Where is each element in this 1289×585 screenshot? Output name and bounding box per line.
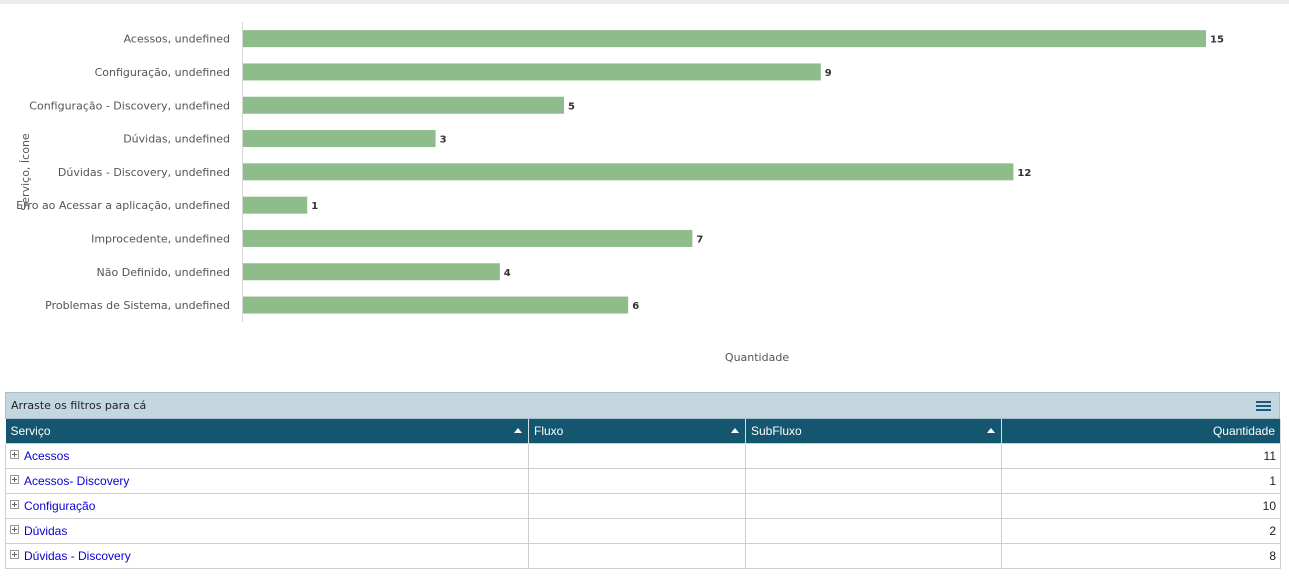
bar[interactable] — [243, 30, 1206, 48]
column-header-servico[interactable]: Serviço — [5, 419, 529, 444]
category-label: Erro ao Acessar a aplicação, undefined — [16, 199, 230, 212]
data-label: 1 — [311, 201, 318, 212]
servico-link[interactable]: Configuração — [24, 499, 96, 513]
fluxo-cell — [528, 543, 746, 569]
table-row: Dúvidas 2 — [5, 518, 1281, 544]
servico-cell: Dúvidas — [5, 518, 529, 544]
column-header-subfluxo-label: SubFluxo — [751, 424, 802, 438]
category-label: Configuração, undefined — [95, 66, 230, 79]
filter-drop-zone[interactable]: Arraste os filtros para cá — [5, 392, 1280, 419]
column-header-fluxo[interactable]: Fluxo — [528, 419, 746, 444]
data-label: 3 — [440, 135, 447, 146]
pivot-table: Serviço Fluxo SubFluxo Quantidade Acesso… — [5, 419, 1281, 569]
quantidade-cell: 8 — [1001, 543, 1281, 569]
servico-link[interactable]: Acessos- Discovery — [24, 474, 130, 488]
column-header-servico-label: Serviço — [10, 424, 51, 438]
bar[interactable] — [243, 229, 693, 247]
servico-cell: Dúvidas - Discovery — [5, 543, 529, 569]
column-header-subfluxo[interactable]: SubFluxo — [745, 419, 1002, 444]
sort-up-icon[interactable] — [514, 428, 522, 433]
category-label: Dúvidas, undefined — [123, 133, 230, 146]
table-row: Acessos- Discovery 1 — [5, 468, 1281, 494]
menu-icon[interactable] — [1256, 400, 1271, 411]
filter-drop-label: Arraste os filtros para cá — [11, 399, 147, 412]
bar[interactable] — [243, 130, 436, 148]
quantidade-cell: 10 — [1001, 493, 1281, 519]
bar[interactable] — [243, 196, 308, 214]
subfluxo-cell — [745, 468, 1002, 494]
bar[interactable] — [243, 63, 821, 81]
category-label: Configuração - Discovery, undefined — [29, 99, 230, 112]
fluxo-cell — [528, 493, 746, 519]
servico-link[interactable]: Dúvidas - Discovery — [24, 549, 131, 563]
table-row: Dúvidas - Discovery 8 — [5, 543, 1281, 569]
header-row: Serviço Fluxo SubFluxo Quantidade — [5, 419, 1281, 444]
servico-cell: Acessos — [5, 443, 529, 469]
servico-cell: Acessos- Discovery — [5, 468, 529, 494]
table-row: Acessos 11 — [5, 443, 1281, 469]
category-label: Não Definido, undefined — [97, 266, 230, 279]
subfluxo-cell — [745, 443, 1002, 469]
data-label: 12 — [1017, 168, 1031, 179]
pivot-grid: Arraste os filtros para cá Serviço Fluxo… — [5, 392, 1281, 569]
table-row: Configuração 10 — [5, 493, 1281, 519]
category-label: Acessos, undefined — [124, 33, 230, 46]
bar[interactable] — [243, 296, 629, 314]
data-label: 6 — [632, 301, 639, 312]
bar[interactable] — [243, 96, 564, 114]
expand-icon[interactable] — [10, 475, 19, 485]
servico-cell: Configuração — [5, 493, 529, 519]
quantidade-cell: 11 — [1001, 443, 1281, 469]
data-label: 5 — [568, 101, 575, 112]
sort-up-icon[interactable] — [987, 428, 995, 433]
expand-icon[interactable] — [10, 525, 19, 535]
category-label: Dúvidas - Discovery, undefined — [58, 166, 230, 179]
servico-link[interactable]: Dúvidas — [24, 524, 68, 538]
fluxo-cell — [528, 468, 746, 494]
x-axis-title: Quantidade — [725, 351, 789, 364]
pivot-body: Acessos 11 Acessos- Discovery 1 Configuração… — [5, 443, 1281, 569]
subfluxo-cell — [745, 493, 1002, 519]
fluxo-cell — [528, 518, 746, 544]
category-label: Problemas de Sistema, undefined — [45, 299, 230, 312]
sort-up-icon[interactable] — [731, 428, 739, 433]
expand-icon[interactable] — [10, 450, 19, 460]
subfluxo-cell — [745, 543, 1002, 569]
fluxo-cell — [528, 443, 746, 469]
column-header-quantidade[interactable]: Quantidade — [1001, 419, 1281, 444]
quantidade-cell: 1 — [1001, 468, 1281, 494]
data-label: 9 — [825, 68, 832, 79]
column-header-quantidade-label: Quantidade — [1212, 424, 1275, 438]
quantidade-cell: 2 — [1001, 518, 1281, 544]
top-bar — [0, 0, 1289, 4]
y-axis-title: Serviço, Ícone — [19, 133, 32, 211]
servico-link[interactable]: Acessos — [24, 449, 70, 463]
column-header-fluxo-label: Fluxo — [534, 424, 564, 438]
expand-icon[interactable] — [10, 550, 19, 560]
data-label: 7 — [696, 234, 703, 245]
subfluxo-cell — [745, 518, 1002, 544]
category-label: Improcedente, undefined — [91, 232, 230, 245]
data-label: 15 — [1210, 35, 1224, 46]
bar[interactable] — [243, 163, 1014, 181]
expand-icon[interactable] — [10, 500, 19, 510]
data-label: 4 — [504, 268, 511, 279]
bar[interactable] — [243, 263, 500, 281]
